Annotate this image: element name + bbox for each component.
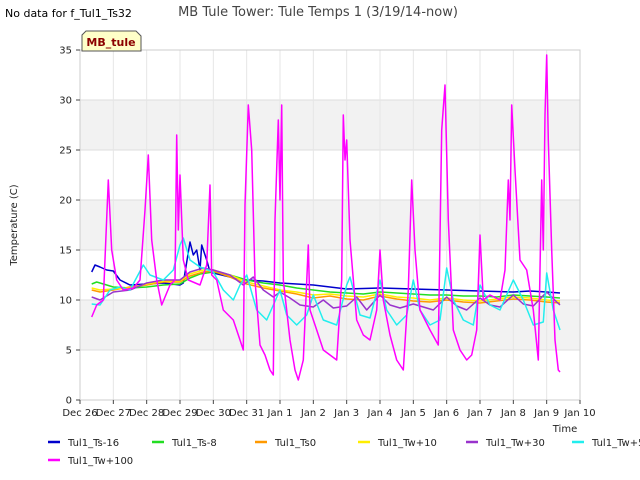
y-tick-label: 25 [59,146,72,157]
plot-border [79,49,581,401]
y-tick-label: 30 [59,96,72,107]
x-tick-label: Dec 27 [96,408,131,419]
grid-band [80,100,580,150]
no-data-notice: No data for f_Tul1_Ts32 [5,7,132,20]
x-tick-label: Jan 8 [500,408,526,419]
x-tick-label: Jan 10 [563,408,595,419]
x-tick-label: Dec 30 [196,408,231,419]
x-axis-label: Time [552,424,577,435]
legend-label: Tul1_Tw+10 [377,438,437,449]
legend-label: Tul1_Tw+50 [591,438,640,449]
grid-band [80,300,580,350]
x-tick-label: Jan 7 [467,408,493,419]
y-tick-label: 15 [59,246,72,257]
legend-label: Tul1_Ts0 [274,438,316,449]
y-tick-label: 10 [59,296,72,307]
y-tick-label: 35 [59,46,72,57]
x-tick-label: Jan 2 [300,408,326,419]
grid-band [80,200,580,250]
x-tick-label: Dec 26 [62,408,97,419]
legend-label: Tul1_Ts-16 [67,438,119,449]
y-axis-label: Temperature (C) [9,184,20,266]
x-tick-label: Dec 29 [162,408,197,419]
chart-title: MB Tule Tower: Tule Temps 1 (3/19/14-now… [178,5,458,20]
y-tick-label: 20 [59,196,72,207]
badge-label: MB_tule [86,36,135,49]
legend-label: Tul1_Tw+100 [67,456,133,467]
x-tick-label: Dec 28 [129,408,164,419]
series-line [91,54,561,381]
legend-label: Tul1_Tw+30 [485,438,545,449]
series-line [91,270,561,304]
x-tick-label: Jan 6 [433,408,459,419]
y-tick-label: 5 [66,346,72,357]
badge-box [81,30,142,52]
x-tick-label: Jan 1 [267,408,293,419]
y-tick-label: 0 [66,396,72,407]
x-tick-label: Jan 4 [367,408,393,419]
x-tick-label: Jan 5 [400,408,426,419]
station-badge: MB_tule [81,30,142,52]
x-tick-label: Dec 31 [229,408,264,419]
x-tick-label: Jan 9 [533,408,559,419]
x-tick-label: Jan 3 [333,408,359,419]
legend-label: Tul1_Ts-8 [171,438,217,449]
